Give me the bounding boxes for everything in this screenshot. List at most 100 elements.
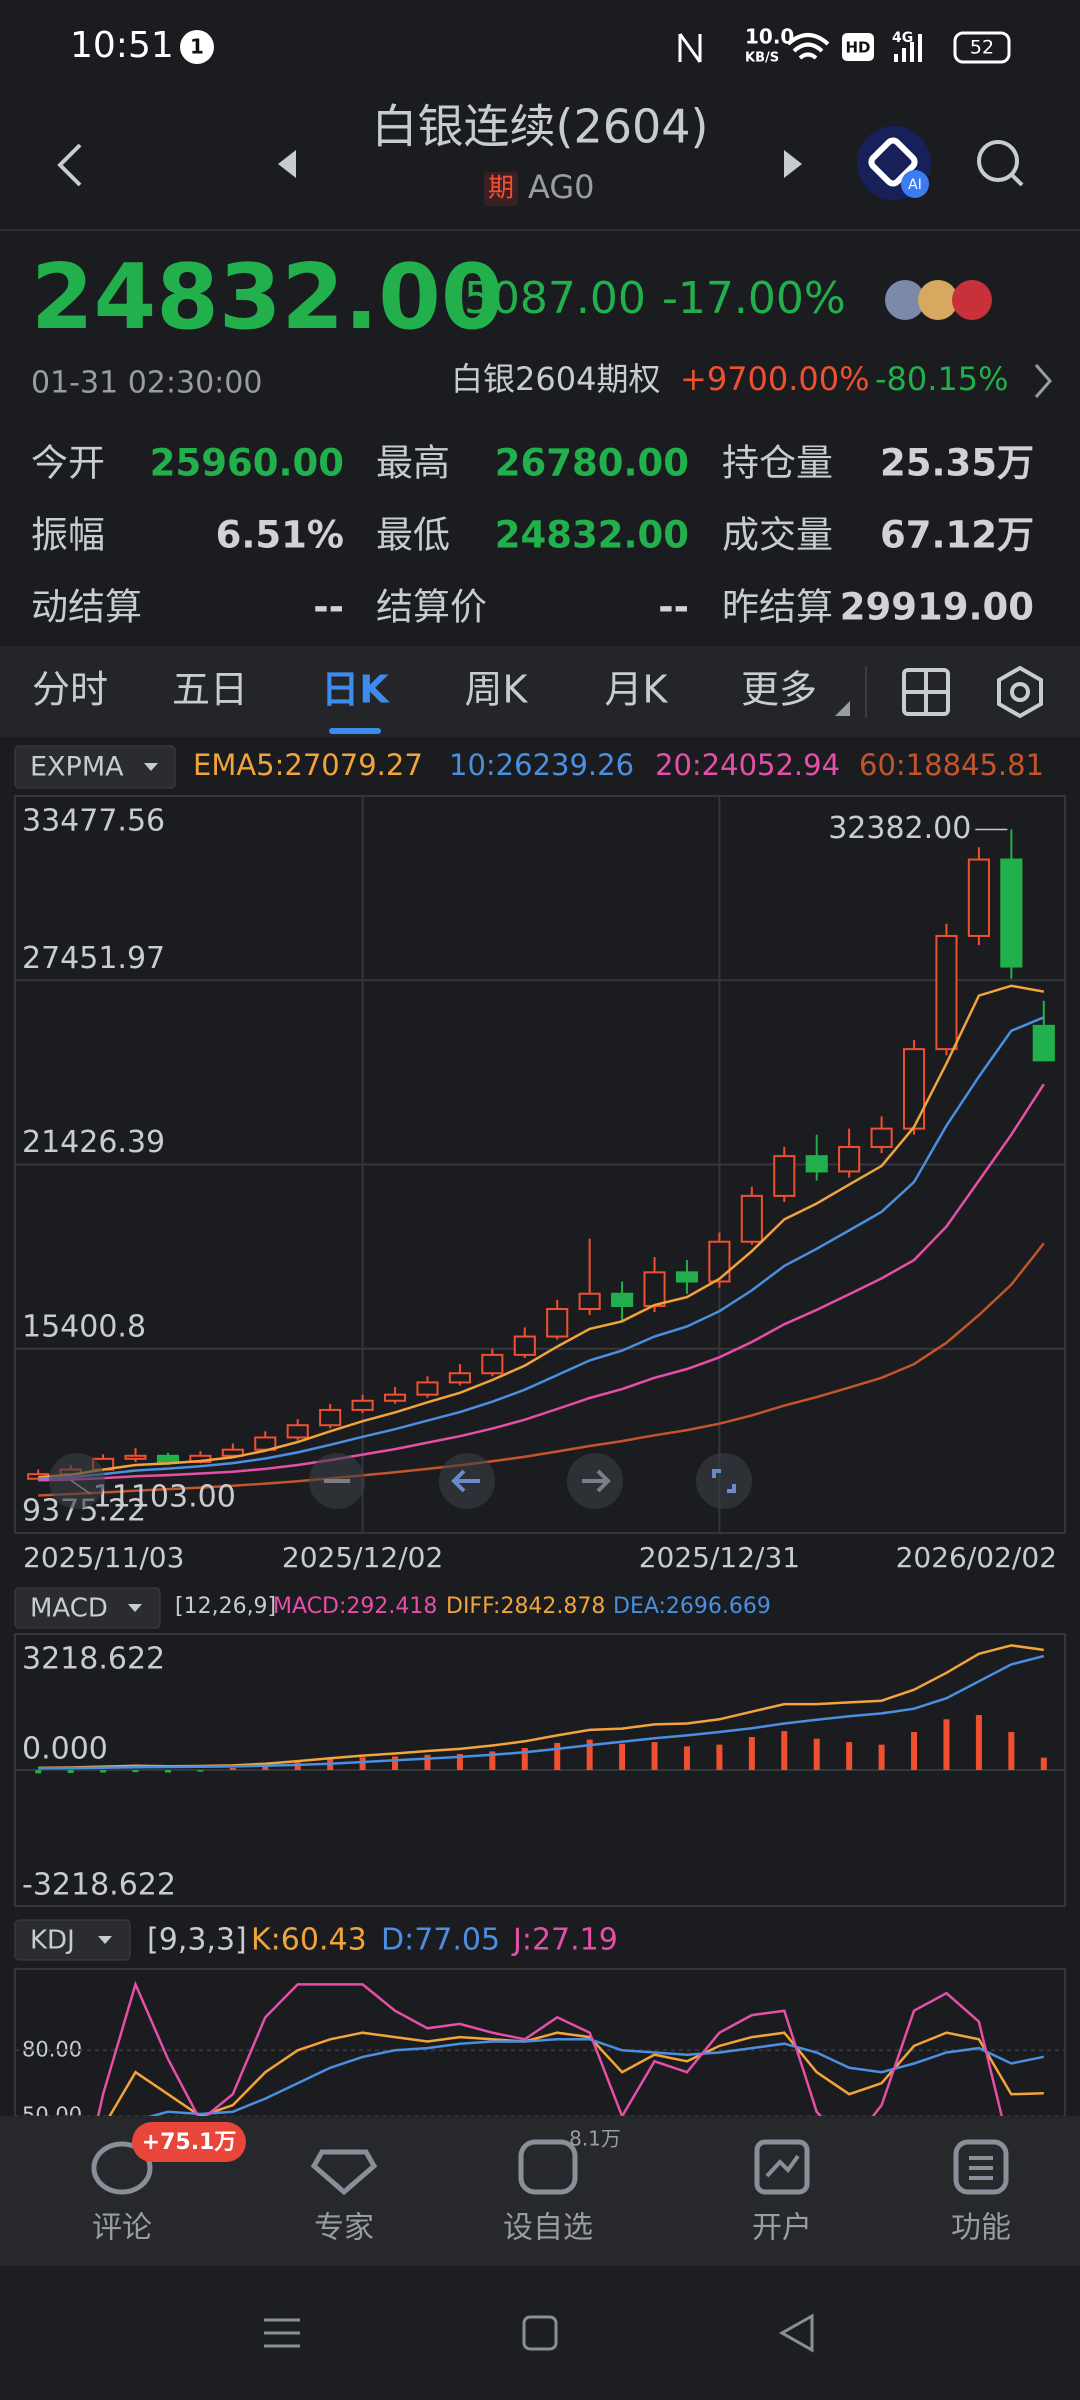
- menu-key[interactable]: [264, 2318, 300, 2348]
- hd-badge: [842, 33, 874, 61]
- indicator-params: [12,26,9]: [175, 1594, 276, 1619]
- macd-bar: [1040, 1757, 1047, 1770]
- indicator-line: [38, 984, 1045, 1479]
- nav-icons: [91, 2139, 1009, 2196]
- candle-body: [1000, 858, 1023, 968]
- annotation-label: 11103.00: [93, 1480, 236, 1515]
- avatar: [918, 280, 958, 320]
- stat-value: 67.12万: [880, 514, 1034, 557]
- net-speed: 10.0: [745, 25, 794, 49]
- candle-body: [286, 1424, 309, 1439]
- macd-bar: [262, 1765, 269, 1770]
- indicator-name: KDJ: [30, 1926, 75, 1956]
- macd-bar: [35, 1770, 42, 1774]
- watchlist-icon: [518, 2139, 578, 2195]
- tab[interactable]: 五日: [172, 668, 248, 712]
- candle-body: [513, 1335, 536, 1356]
- next-button[interactable]: [784, 150, 802, 178]
- tab-underline: [329, 728, 381, 734]
- stat-label: 持仓量: [722, 442, 833, 485]
- nfc-icon: [678, 33, 702, 63]
- tab[interactable]: 周K: [465, 668, 529, 712]
- macd-bar: [489, 1751, 496, 1770]
- fullscreen-icon: [712, 1469, 736, 1493]
- stat-value: 29919.00: [840, 586, 1034, 629]
- stat-value: 25960.00: [150, 442, 344, 485]
- signal-icon: [894, 34, 922, 62]
- option-chevron[interactable]: [1034, 364, 1052, 398]
- macd-bar: [67, 1770, 74, 1773]
- indicator-select[interactable]: [14, 1919, 131, 1961]
- legend-item: EMA5:27079.27: [193, 748, 423, 782]
- macd-bar: [424, 1754, 431, 1770]
- account-chart: [765, 2154, 800, 2178]
- indicator-select[interactable]: [14, 1587, 161, 1629]
- candle-body: [319, 1408, 342, 1427]
- indicator-line: [38, 1016, 1045, 1480]
- y-tick-label: 33477.56: [22, 804, 165, 839]
- indicator-select[interactable]: [14, 745, 176, 789]
- candle-body: [383, 1393, 407, 1402]
- function-icon: [953, 2139, 1009, 2195]
- macd-bar: [392, 1756, 399, 1770]
- price-change-pct: -17.00%: [662, 273, 846, 324]
- tab[interactable]: 分时: [32, 668, 108, 712]
- macd-bar: [100, 1770, 107, 1773]
- stat-label: 昨结算: [722, 586, 833, 629]
- legend-item: J:27.19: [511, 1923, 618, 1958]
- x-tick-label: 2025/12/02: [282, 1541, 443, 1574]
- indicator-line: [38, 1083, 1045, 1482]
- ai-label: AI: [908, 177, 922, 193]
- scroll-left-icon: [451, 1469, 480, 1493]
- back-key[interactable]: [778, 2313, 814, 2353]
- candle-body: [870, 1127, 893, 1148]
- collapse-button[interactable]: [49, 1453, 105, 1509]
- comment-icon: [91, 2141, 153, 2195]
- option-name: 白银2604期权: [451, 360, 660, 398]
- nav-label[interactable]: 评论: [92, 2211, 152, 2246]
- macd-bar: [359, 1757, 366, 1770]
- avatar: [885, 280, 925, 320]
- indicator-name: EXPMA: [30, 752, 124, 783]
- stat-label: 振幅: [31, 514, 105, 557]
- function-lines: [969, 2156, 993, 2180]
- option-change: +9700.00%: [680, 360, 870, 398]
- macd-bar: [197, 1770, 204, 1772]
- candle-body: [611, 1292, 634, 1307]
- candle-body: [416, 1381, 439, 1396]
- candle-body: [124, 1454, 147, 1460]
- tab[interactable]: 日K: [321, 668, 390, 712]
- search-button[interactable]: [977, 140, 1019, 182]
- macd-bar: [716, 1744, 723, 1770]
- hd-label: HD: [845, 39, 870, 57]
- legend-item: DEA:2696.669: [613, 1594, 771, 1619]
- nav-label[interactable]: 专家: [314, 2211, 374, 2246]
- fullscreen-button[interactable]: [696, 1453, 752, 1509]
- candle-body: [1032, 1024, 1055, 1062]
- macd-bar: [456, 1753, 463, 1770]
- stat-value: 26780.00: [495, 442, 689, 485]
- nav-label[interactable]: 设自选: [503, 2211, 593, 2246]
- indicator-line: [96, 1980, 1003, 2116]
- nav-label[interactable]: 开户: [752, 2211, 812, 2246]
- indicator-line: [147, 2038, 1045, 2116]
- ai-dot: [901, 170, 929, 198]
- candle-body: [967, 858, 990, 937]
- stat-label: 成交量: [722, 514, 833, 557]
- last-price: 24832.00: [31, 245, 504, 350]
- home-key[interactable]: [522, 2315, 558, 2351]
- nav-label[interactable]: 功能: [951, 2211, 1011, 2246]
- back-button[interactable]: [57, 143, 82, 187]
- stat-value: 24832.00: [495, 514, 689, 557]
- tab[interactable]: 月K: [605, 668, 669, 712]
- prev-button[interactable]: [278, 150, 296, 178]
- stat-label: 最高: [376, 442, 450, 485]
- wifi-icon: [786, 33, 830, 60]
- notification-dot: [180, 30, 214, 64]
- candle-body: [546, 1308, 569, 1338]
- candle-body: [675, 1271, 699, 1283]
- legend-item: D:77.05: [381, 1923, 500, 1958]
- tab[interactable]: 更多: [741, 668, 817, 712]
- candle-body: [708, 1240, 731, 1283]
- settings-button[interactable]: [997, 665, 1043, 719]
